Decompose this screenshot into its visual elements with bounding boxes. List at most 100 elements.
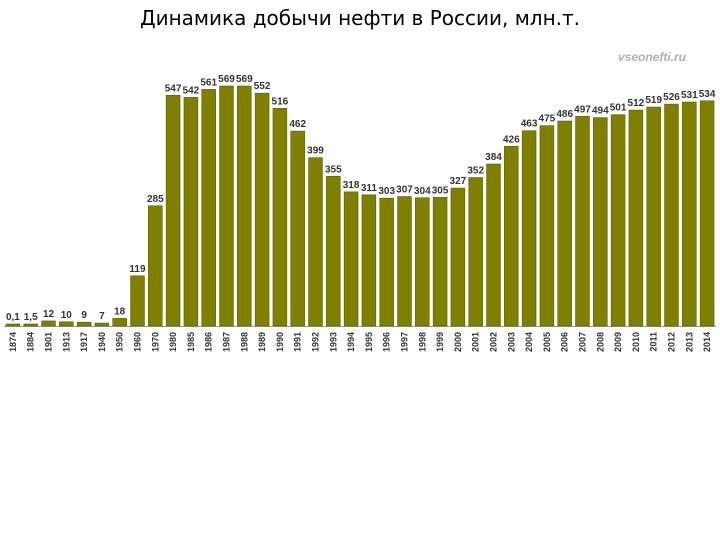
bar-1917 [76,321,92,327]
value-label-1990: 516 [272,96,289,107]
bar-1994 [343,191,359,327]
value-label-2014: 534 [699,89,716,100]
bar-1999 [432,197,448,327]
bar-2005 [539,125,555,327]
value-label-1996: 303 [378,186,395,197]
value-label-1884: 1,5 [24,312,38,323]
x-tick-label-1994: 1994 [346,332,356,352]
bar-1980 [165,94,181,327]
value-label-1970: 285 [147,194,164,205]
value-label-1901: 12 [43,309,55,320]
value-label-2009: 501 [610,103,627,114]
value-label-1998: 304 [414,186,431,197]
bar-1940 [94,322,110,327]
x-tick-label-1884: 1884 [26,332,36,352]
value-label-2010: 512 [628,98,645,109]
bar-1986 [201,89,216,327]
bar-2013 [682,101,697,327]
x-tick-label-1997: 1997 [400,332,410,352]
value-label-2007: 497 [574,104,591,115]
x-tick-label-2014: 2014 [702,332,712,352]
value-label-1950: 18 [114,306,126,317]
bar-1992 [308,157,323,327]
bar-2007 [575,116,590,327]
value-label-1987: 569 [218,74,235,85]
x-tick-label-2010: 2010 [631,332,641,352]
value-label-1913: 10 [61,310,73,321]
value-label-1992: 399 [307,146,324,157]
value-label-2006: 486 [556,109,573,120]
x-tick-label-1940: 1940 [97,332,107,352]
bar-1990 [272,108,288,327]
value-label-2000: 327 [450,176,467,187]
x-tick-label-2003: 2003 [506,332,516,352]
x-tick-label-2005: 2005 [542,332,552,352]
chart-title: Динамика добычи нефти в России, млн.т. [139,6,581,30]
value-label-1989: 552 [254,81,271,92]
x-tick-label-2007: 2007 [578,332,588,352]
x-tick-label-1985: 1985 [186,332,196,352]
x-tick-label-1999: 1999 [435,332,445,352]
x-tick-label-1995: 1995 [364,332,374,352]
x-tick-label-1991: 1991 [293,332,303,352]
x-tick-label-1989: 1989 [257,332,267,352]
x-tick-label-2011: 2011 [649,332,659,352]
bar-2010 [628,109,644,327]
bar-2000 [450,187,466,327]
x-tick-label-1874: 1874 [8,332,18,352]
value-label-1999: 305 [432,185,449,196]
value-label-1874: 0,1 [6,312,20,323]
value-label-1980: 547 [165,83,182,94]
x-tick-label-2001: 2001 [471,332,481,352]
bar-1993 [326,175,341,327]
x-tick-label-2013: 2013 [684,332,694,352]
bar-1991 [290,130,305,327]
x-tick-label-1970: 1970 [150,332,160,352]
x-tick-label-2000: 2000 [453,332,463,352]
value-label-2011: 519 [645,95,662,106]
x-tick-label-1987: 1987 [222,332,232,352]
x-tick-label-2006: 2006 [560,332,570,352]
bar-1996 [379,197,394,327]
bar-1995 [361,194,377,327]
bar-2012 [664,103,679,327]
bar-1901 [41,320,56,327]
value-label-1997: 307 [396,185,413,196]
x-tick-label-1996: 1996 [382,332,392,352]
bar-2004 [521,130,537,327]
x-tick-label-1993: 1993 [328,332,338,352]
value-label-2005: 475 [539,114,556,125]
bar-1997 [397,196,412,327]
bar-1985 [183,97,199,327]
value-label-1960: 119 [129,264,146,275]
value-label-2012: 526 [663,92,680,103]
bar-2011 [646,106,661,327]
value-label-1917: 9 [81,310,87,321]
bar-2001 [468,177,483,327]
value-label-2001: 352 [467,166,484,177]
bar-1950 [112,318,127,327]
bar-1874 [5,323,21,327]
value-label-1940: 7 [99,311,105,322]
bar-2003 [504,146,519,327]
bar-1913 [59,321,74,327]
x-tick-label-1990: 1990 [275,332,285,352]
value-label-1985: 542 [183,85,200,96]
value-label-2003: 426 [503,134,520,145]
bar-2002 [486,163,501,327]
x-tick-label-1992: 1992 [311,332,321,352]
bar-1989 [254,92,270,327]
value-label-2008: 494 [592,106,609,117]
x-tick-label-1986: 1986 [204,332,214,352]
x-tick-label-2002: 2002 [489,332,499,352]
watermark-text: vseonefti.ru [618,50,687,64]
value-label-1991: 462 [289,119,306,130]
bar-1988 [237,85,252,327]
bar-2009 [610,114,626,327]
bar-1884 [23,323,38,327]
value-label-2013: 531 [681,90,698,101]
bar-1987 [219,85,234,327]
x-tick-label-1913: 1913 [61,332,71,352]
bar-2008 [593,117,608,327]
